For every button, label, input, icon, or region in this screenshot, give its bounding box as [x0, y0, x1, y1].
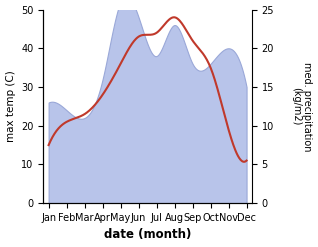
Y-axis label: max temp (C): max temp (C) [5, 70, 16, 142]
X-axis label: date (month): date (month) [104, 228, 191, 242]
Y-axis label: med. precipitation
(kg/m2): med. precipitation (kg/m2) [291, 62, 313, 151]
